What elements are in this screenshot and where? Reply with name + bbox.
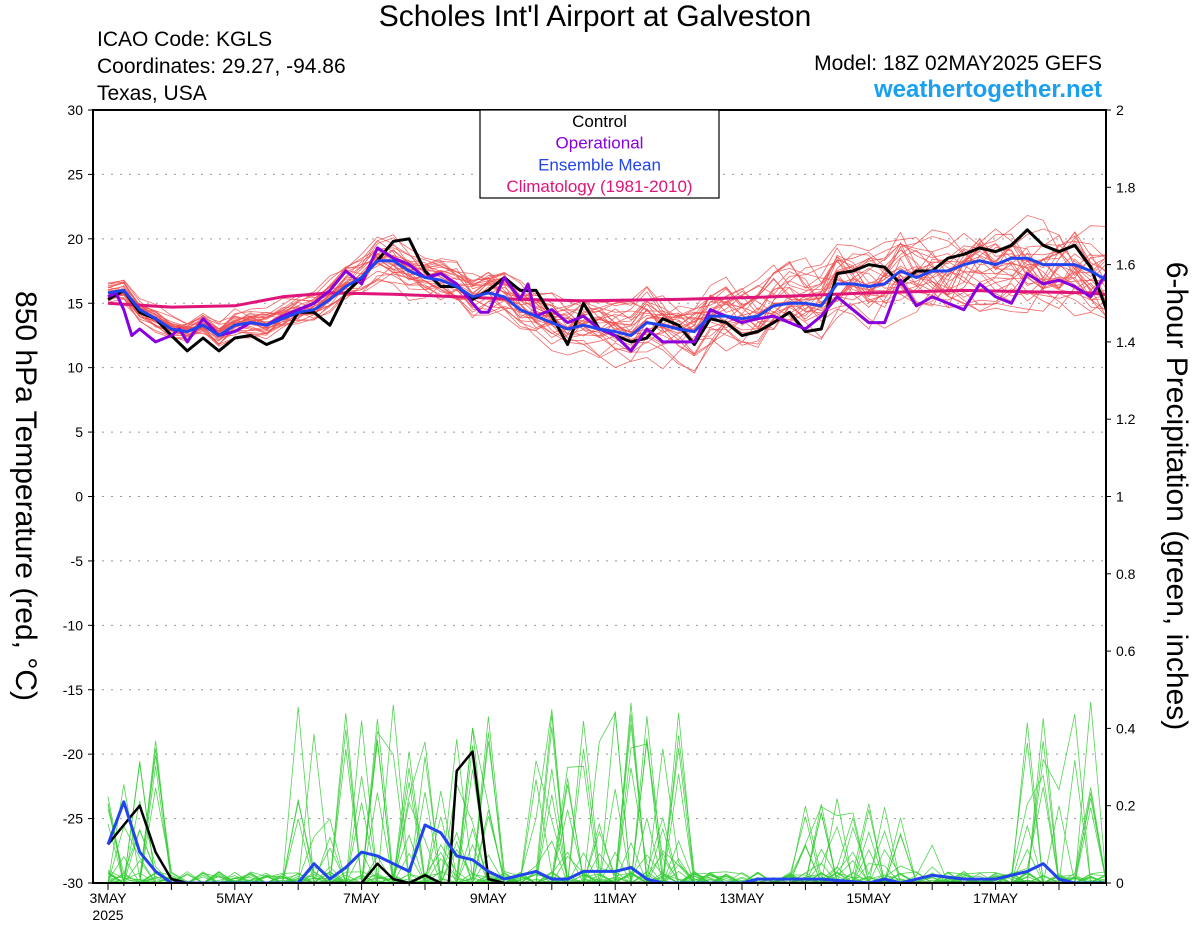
- precip-member-line: [108, 720, 1106, 883]
- precip-member-line: [108, 702, 1106, 883]
- precip-member-line: [107, 748, 1106, 883]
- temp-member-line: [107, 243, 1106, 355]
- y2-tick-label: 0: [1116, 875, 1124, 891]
- y2-tick-label: 1.8: [1116, 179, 1136, 195]
- legend-item: Control: [572, 112, 627, 131]
- y2-tick-label: 1.6: [1116, 257, 1136, 273]
- temp-member-line: [107, 255, 1106, 337]
- region: Texas, USA: [97, 82, 207, 105]
- y2-tick-label: 1.4: [1116, 334, 1136, 350]
- y-tick-label: -15: [63, 682, 83, 698]
- site-link[interactable]: weathertogether.net: [873, 76, 1102, 103]
- temp-member-line: [107, 229, 1106, 342]
- x-tick-label: 5MAY: [216, 890, 254, 906]
- precip-member-line: [108, 800, 1106, 883]
- legend-box: [479, 109, 720, 199]
- y-tick-label: 10: [67, 360, 83, 376]
- y-tick-label: -5: [71, 553, 84, 569]
- chart-title: Scholes Int'l Airport at Galveston: [378, 0, 812, 33]
- temp-mean-line: [107, 256, 1106, 337]
- x-tick-label: 11MAY: [593, 890, 637, 906]
- x-tick-label: 17MAY: [973, 890, 1019, 906]
- precip-member-line: [108, 711, 1106, 883]
- precip-mean-line: [106, 800, 1106, 883]
- temp-member-line: [107, 249, 1106, 356]
- y-tick-label: -10: [63, 617, 83, 633]
- precip-member-line: [107, 724, 1106, 883]
- axes: 302520151050-5-10-15-20-25-3021.81.61.41…: [63, 102, 1136, 923]
- y-tick-label: 25: [67, 166, 83, 182]
- y-tick-label: -25: [63, 811, 83, 827]
- precip-member-line: [107, 711, 1106, 883]
- legend: Control Operational Ensemble Mean Climatolo…: [479, 109, 720, 199]
- legend-item: Climatology (1981-2010): [506, 177, 692, 196]
- precip-member-line: [107, 727, 1106, 883]
- x-tick-label: 13MAY: [720, 890, 766, 906]
- precip-member-line: [107, 748, 1106, 883]
- y2-axis-label: 6-hour Precipitation (green, inches): [1160, 262, 1193, 731]
- precip-member-line: [107, 722, 1106, 883]
- y-tick-label: -20: [63, 746, 83, 762]
- plot-frame: [92, 109, 1107, 884]
- x-tick-label: 9MAY: [470, 890, 508, 906]
- temp-member-line: [107, 233, 1106, 330]
- y-tick-label: 30: [67, 102, 83, 118]
- precip-control-line: [107, 750, 1106, 883]
- y2-tick-label: 1: [1116, 489, 1124, 505]
- precip-member-line: [107, 714, 1106, 883]
- coordinates: Coordinates: 29.27, -94.86: [97, 55, 346, 78]
- y2-tick-label: 0.2: [1116, 798, 1136, 814]
- legend-item: Ensemble Mean: [538, 155, 661, 174]
- main-series: [106, 228, 1106, 883]
- precip-member-line: [107, 732, 1106, 883]
- y2-tick-label: 0.6: [1116, 643, 1136, 659]
- legend-item: Operational: [556, 134, 644, 153]
- ensemble-members: [107, 214, 1106, 883]
- temp-member-line: [107, 225, 1106, 329]
- x-tick-sublabel: 2025: [92, 907, 123, 923]
- temp-member-line: [107, 244, 1106, 343]
- icao-code: ICAO Code: KGLS: [97, 28, 273, 51]
- temp-member-line: [107, 255, 1106, 342]
- precip-member-line: [107, 728, 1106, 883]
- y2-tick-label: 2: [1116, 102, 1124, 118]
- y-tick-label: 15: [67, 295, 83, 311]
- temp-member-line: [107, 243, 1106, 345]
- y-tick-label: 20: [67, 231, 83, 247]
- y-axis-label: 850 hPa Temperature (red, °C): [9, 291, 42, 701]
- y-tick-label: 0: [75, 489, 83, 505]
- temp-member-line: [107, 237, 1106, 357]
- precip-member-line: [107, 751, 1106, 883]
- x-tick-label: 3MAY: [89, 890, 127, 906]
- model-run: Model: 18Z 02MAY2025 GEFS: [814, 52, 1102, 75]
- x-tick-label: 15MAY: [846, 890, 892, 906]
- y-tick-label: 5: [75, 424, 83, 440]
- precip-member-line: [107, 720, 1106, 883]
- y-tick-label: -30: [63, 875, 83, 891]
- precip-member-line: [107, 701, 1106, 883]
- climatology-line: [107, 288, 1106, 309]
- y2-tick-label: 0.8: [1116, 566, 1136, 582]
- precip-member-line: [108, 735, 1106, 883]
- x-tick-label: 7MAY: [343, 890, 381, 906]
- y2-tick-label: 1.2: [1116, 411, 1136, 427]
- temp-member-line: [107, 234, 1106, 334]
- y2-tick-label: 0.4: [1116, 720, 1136, 736]
